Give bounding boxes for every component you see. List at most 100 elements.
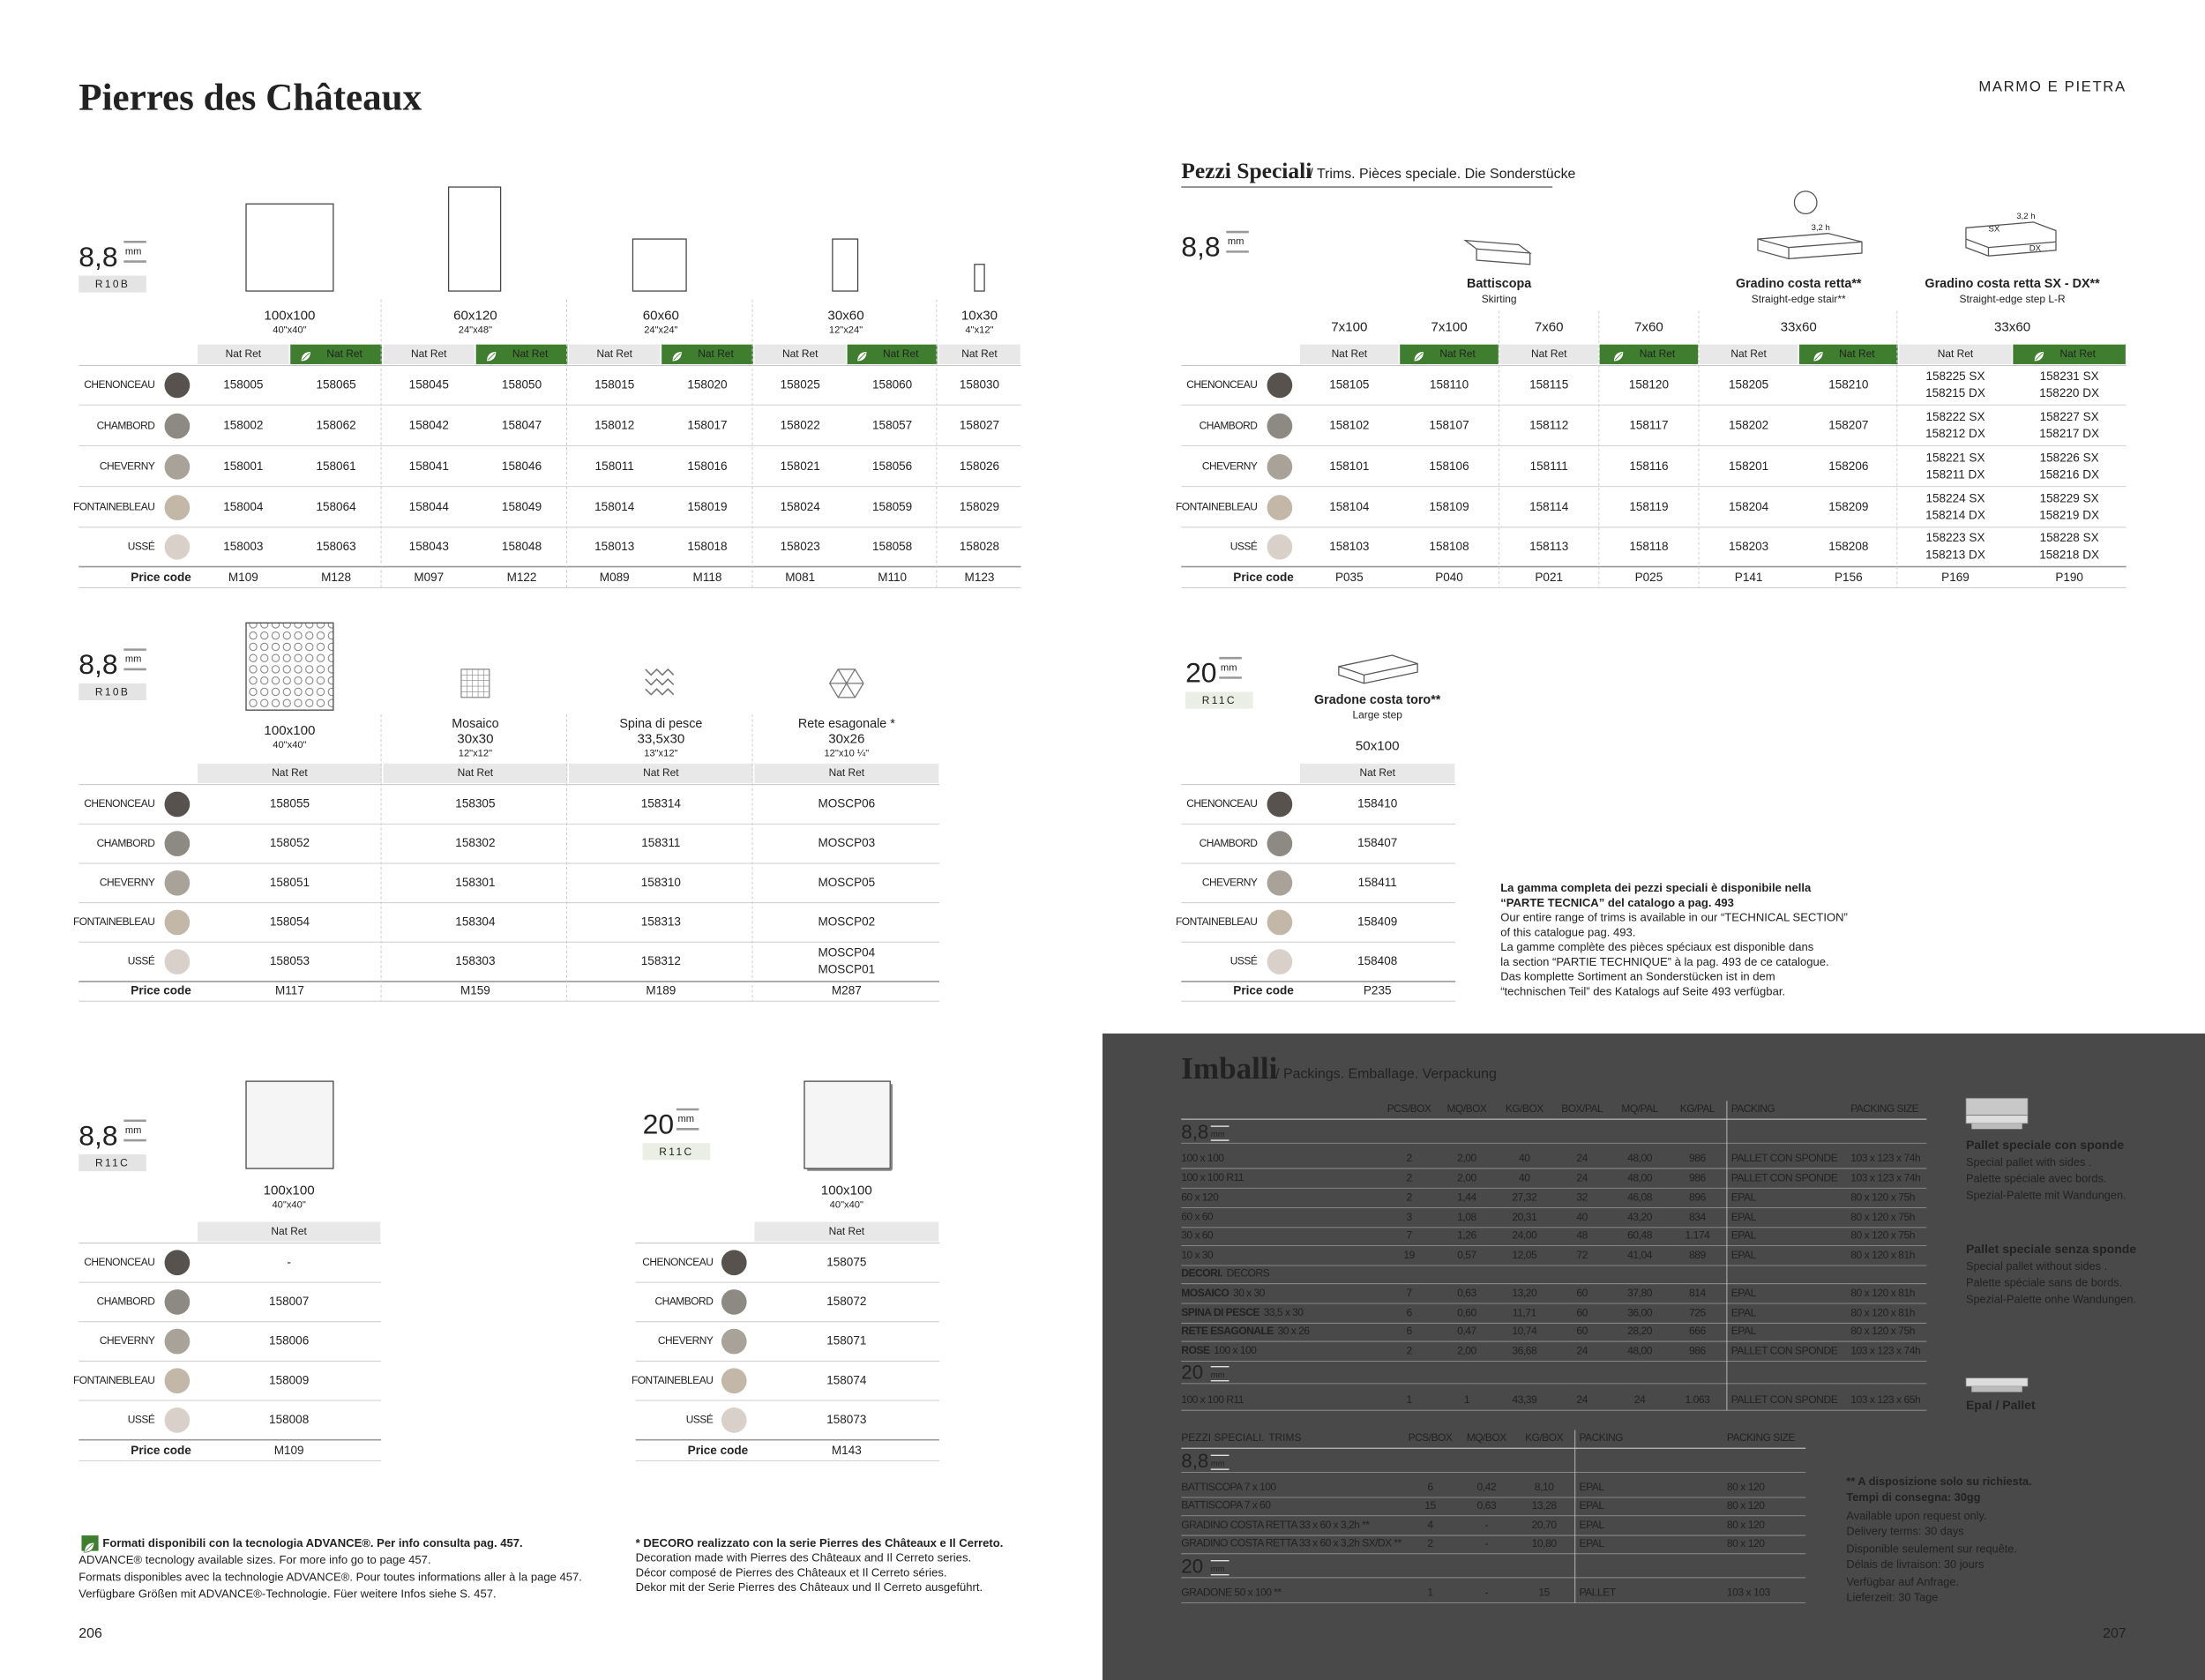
color-swatch [1267, 791, 1293, 818]
column-label: Nat Ret [1531, 347, 1567, 360]
format-size: 30x60 [827, 309, 863, 324]
packing-value: 24 [1576, 1152, 1588, 1164]
column-header [754, 1221, 939, 1242]
product-code: 158211 DX [1926, 467, 1985, 481]
packing-value: 2 [1406, 1171, 1412, 1183]
packing-value: 103 x 123 x 74h [1850, 1344, 1920, 1356]
unit: mm [1211, 1459, 1225, 1468]
column-header [198, 1221, 381, 1242]
color-swatch [1267, 453, 1293, 480]
product-code: 158052 [270, 836, 310, 849]
packing-value: 80 x 120 x 75h [1850, 1211, 1915, 1223]
tile [804, 1080, 891, 1169]
product-code: 158114 [1529, 500, 1569, 513]
product-code: 158025 [781, 377, 820, 391]
format-name: Rete esagonale * [798, 717, 895, 731]
column-header [290, 344, 382, 364]
packing-value: 37,80 [1627, 1287, 1653, 1299]
product-code: 158071 [826, 1334, 866, 1348]
packing-value: 19 [1403, 1249, 1415, 1261]
advance-icon [1813, 351, 1824, 362]
column-header [198, 763, 382, 784]
column-header [1899, 344, 2012, 364]
product-code: 158228 SX [2040, 531, 2099, 544]
packing-value: EPAL [1579, 1537, 1604, 1549]
price-code: P021 [1535, 571, 1563, 584]
color-swatch [164, 1250, 191, 1276]
dimension-mark: 3,2 h [2016, 212, 2035, 221]
product-code: 158004 [223, 500, 264, 513]
column-header [1400, 344, 1499, 364]
row-label: RETE ESAGONALE 30 x 26 [1181, 1325, 1310, 1337]
pallet-line: Palette spéciale avec bords. [1966, 1172, 2106, 1185]
product-code: 158115 [1529, 377, 1568, 391]
column-header [1799, 344, 1898, 364]
column-label: Nat Ret [326, 347, 363, 360]
product-code: 158110 [1430, 377, 1469, 391]
product-code: 158073 [826, 1413, 866, 1426]
tile [832, 238, 859, 292]
price-code: P035 [1335, 571, 1364, 584]
packing-value: 725 [1689, 1306, 1707, 1318]
product-code: 158101 [1329, 459, 1369, 473]
packing-value: 1 [1464, 1393, 1470, 1406]
packing-value: 103 x 103 [1727, 1587, 1771, 1599]
column-header [383, 763, 568, 784]
packing-value: 2 [1427, 1537, 1433, 1549]
row-label: BATTISCOPA 7 x 100 [1181, 1481, 1276, 1493]
color-swatch [164, 870, 191, 896]
product-code: 158014 [594, 500, 635, 513]
rating-box [642, 1143, 711, 1161]
advance-icon [1613, 351, 1625, 362]
column-label: Nat Ret [1439, 347, 1476, 360]
note-line: “technischen Teil” des Katalogs auf Seit… [1500, 984, 1785, 997]
row-label-part: GRADINO COSTA RETTA 33 x 60 x 3,2h SX/DX… [1181, 1537, 1401, 1549]
rating-box [78, 1154, 146, 1172]
packing-panel [1102, 1033, 2205, 1680]
format-name: Spina di pesce [619, 717, 702, 731]
product-code: 158108 [1429, 540, 1469, 553]
packing-value: 48,00 [1627, 1171, 1653, 1183]
product-code: 158313 [641, 915, 681, 929]
packing-value: 0,57 [1457, 1249, 1476, 1261]
packing-value: EPAL [1731, 1191, 1757, 1204]
product-code: 158223 SX [1925, 531, 1984, 544]
advance-icon [856, 351, 868, 362]
footnote-line: ADVANCE® tecnology available sizes. For … [78, 1553, 430, 1566]
packing-value: 48,00 [1627, 1344, 1653, 1356]
thickness: 8,8 [78, 648, 117, 680]
product-code: 158018 [687, 540, 727, 553]
product-code: 158207 [1828, 419, 1868, 432]
column-header [1499, 344, 1599, 364]
unit: mm [1211, 1564, 1225, 1574]
row-label-part: 30 x 60 [1181, 1229, 1214, 1242]
footnote-line: Dekor mit der Serie Pierres des Châteaux… [636, 1580, 983, 1594]
rating-box [78, 275, 146, 293]
column-label: Nat Ret [782, 347, 818, 360]
product-code: 158046 [502, 459, 542, 473]
dimension-mark: SX [1988, 224, 1999, 234]
color-name: CHAMBORD [655, 1295, 714, 1308]
product-code: 158106 [1429, 459, 1469, 473]
product-code: 158062 [316, 419, 355, 432]
product-subtitle: Straight-edge step L-R [1960, 293, 2066, 305]
product-code: 158072 [826, 1295, 866, 1308]
product-code: 158028 [960, 540, 999, 553]
advance-icon [486, 351, 497, 362]
trim-icon [1338, 654, 1418, 684]
product-code: 158022 [781, 419, 820, 432]
packing-value: EPAL [1579, 1499, 1604, 1512]
price-label: Price code [131, 984, 191, 997]
packing-value: 6 [1427, 1481, 1433, 1493]
color-swatch [1267, 534, 1293, 560]
packing-value: 80 x 120 [1727, 1519, 1765, 1531]
product-name: Gradino costa retta** [1736, 277, 1862, 291]
product-code: 158208 [1828, 540, 1868, 553]
column-label: Nat Ret [512, 347, 549, 360]
color-swatch [164, 831, 191, 856]
row-label-part: 100 x 100 [1214, 1344, 1257, 1356]
color-name: CHEVERNY [1202, 460, 1258, 473]
packing-value: PALLET [1579, 1587, 1616, 1599]
column-header [938, 344, 1020, 364]
product-code: 158011 [595, 459, 634, 473]
